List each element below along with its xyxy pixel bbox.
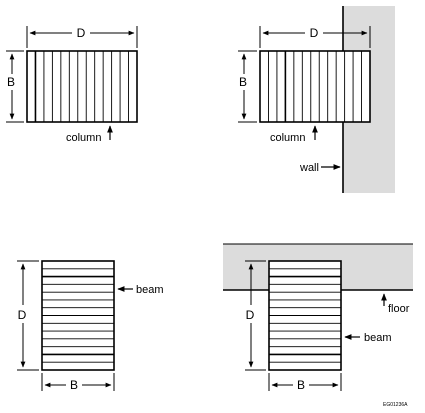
figure-bottom-left: D B beam: [17, 260, 164, 392]
beam-callout: beam: [117, 284, 164, 296]
dimension-d-label: D: [310, 26, 319, 40]
beam-bar-lines: [269, 268, 341, 363]
dimension-d: D: [26, 26, 138, 48]
beam-label: beam: [136, 284, 164, 296]
beam-callout: beam: [344, 332, 392, 344]
dimension-d-label: D: [246, 308, 255, 322]
dimension-b-label: B: [70, 378, 78, 392]
dimension-b-label: B: [7, 75, 15, 89]
beam-bar-lines: [42, 268, 114, 363]
column-section: [26, 50, 138, 123]
column-callout: column: [66, 125, 113, 144]
dimension-b: B: [41, 373, 115, 392]
column-bar-lines: [268, 51, 362, 122]
figure-top-right: D B column wall: [238, 6, 395, 193]
figure-code: EG01236A: [383, 402, 408, 408]
figure-top-left: D B column: [6, 26, 138, 144]
dimension-b: B: [238, 50, 257, 123]
dimension-b: B: [268, 373, 342, 392]
dimension-b: B: [6, 50, 24, 123]
floor-label: floor: [388, 303, 410, 315]
dimension-b-label: B: [297, 378, 305, 392]
column-callout: column: [270, 125, 318, 144]
figure-bottom-right: D B floor beam: [223, 243, 413, 392]
dimension-b-label: B: [239, 75, 247, 89]
floor-callout: floor: [381, 293, 410, 315]
dimension-d: D: [245, 260, 266, 371]
dimension-d: D: [259, 26, 371, 48]
wall-label: wall: [299, 162, 319, 174]
dimension-d: D: [17, 260, 39, 371]
column-bar-lines: [34, 51, 129, 122]
beam-label: beam: [364, 332, 392, 344]
column-label: column: [66, 132, 101, 144]
dimension-d-label: D: [77, 26, 86, 40]
column-section: [259, 50, 371, 123]
column-label: column: [270, 132, 305, 144]
dimension-d-label: D: [18, 308, 27, 322]
wall-callout: wall: [299, 162, 341, 174]
